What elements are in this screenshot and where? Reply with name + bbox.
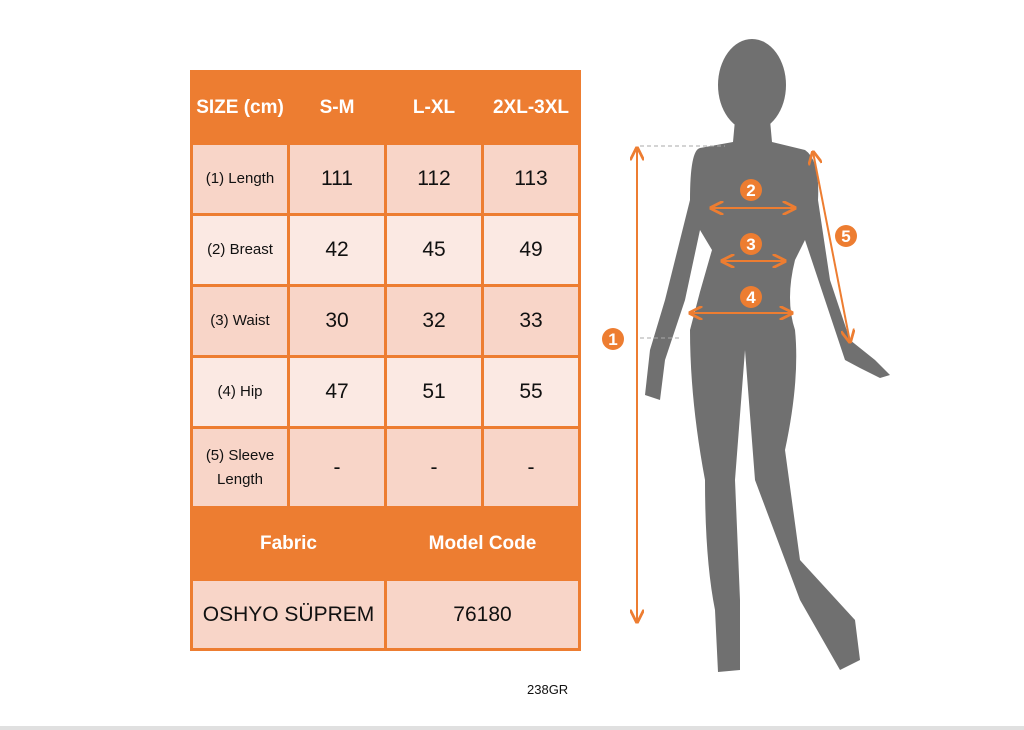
marker-2: 2	[746, 181, 755, 200]
row-label: (3) Waist	[190, 284, 290, 358]
header-size: SIZE (cm)	[190, 70, 290, 145]
measure-arrows	[637, 148, 850, 622]
size-chart-table: SIZE (cm) S-M L-XL 2XL-3XL (1) Length 11…	[190, 70, 581, 651]
table-row: (1) Length 111 112 113	[190, 142, 581, 216]
row-label: (5) Sleeve Length	[190, 426, 290, 509]
cell: 113	[481, 142, 581, 216]
table-row: (2) Breast 42 45 49	[190, 213, 581, 287]
table-row: (5) Sleeve Length - - -	[190, 426, 581, 509]
cell: 49	[481, 213, 581, 287]
row-label: (2) Breast	[190, 213, 290, 287]
model-code-header: Model Code	[384, 506, 581, 581]
body-silhouette-figure: 1 2 3 4 5	[602, 39, 890, 672]
marker-1: 1	[608, 330, 617, 349]
cell: -	[384, 426, 484, 509]
cell: 111	[287, 142, 387, 216]
row-label: (4) Hip	[190, 355, 290, 429]
footer-header-row: Fabric Model Code	[190, 506, 581, 581]
table-row: (3) Waist 30 32 33	[190, 284, 581, 358]
header-row: SIZE (cm) S-M L-XL 2XL-3XL	[190, 70, 581, 145]
cell: 32	[384, 284, 484, 358]
cell: 112	[384, 142, 484, 216]
cell: 51	[384, 355, 484, 429]
model-code-value: 76180	[384, 578, 581, 651]
header-s-m: S-M	[287, 70, 387, 145]
silhouette	[645, 39, 890, 672]
cell: 45	[384, 213, 484, 287]
cell: 42	[287, 213, 387, 287]
row-label: (1) Length	[190, 142, 290, 216]
bottom-divider	[0, 726, 1024, 730]
cell: -	[481, 426, 581, 509]
fabric-value: OSHYO SÜPREM	[190, 578, 387, 651]
marker-5: 5	[841, 227, 850, 246]
product-code: 238GR	[527, 682, 569, 697]
cell: 30	[287, 284, 387, 358]
header-l-xl: L-XL	[384, 70, 484, 145]
cell: 47	[287, 355, 387, 429]
footer-row: OSHYO SÜPREM 76180	[190, 578, 581, 651]
cell: -	[287, 426, 387, 509]
fabric-header: Fabric	[190, 506, 387, 581]
cell: 55	[481, 355, 581, 429]
marker-3: 3	[746, 235, 755, 254]
marker-4: 4	[746, 288, 756, 307]
cell: 33	[481, 284, 581, 358]
table-row: (4) Hip 47 51 55	[190, 355, 581, 429]
header-2xl-3xl: 2XL-3XL	[481, 70, 581, 145]
